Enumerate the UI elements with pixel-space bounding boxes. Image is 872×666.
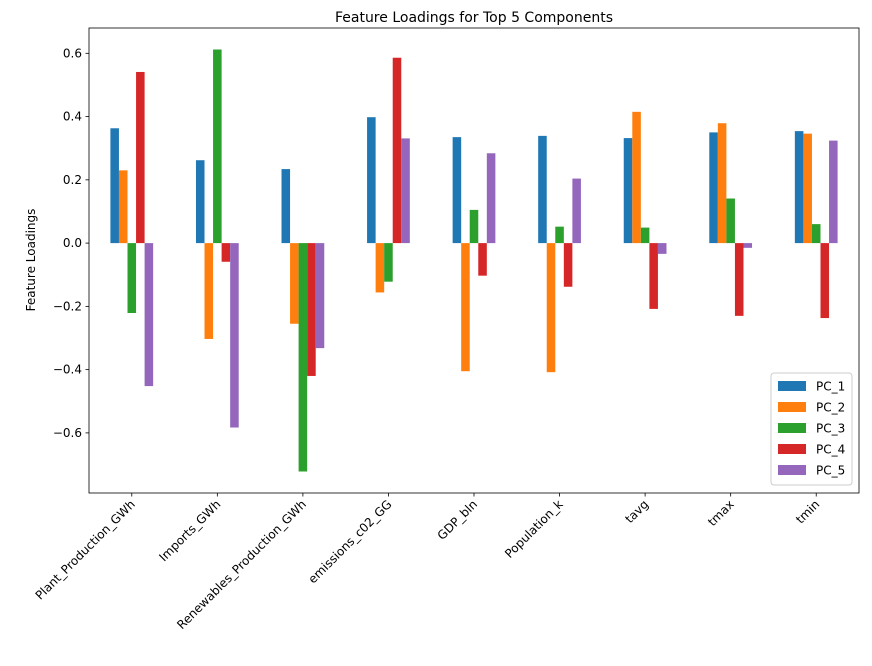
bar-pc2-7 (717, 123, 727, 244)
y-tick-label: 0.6 (63, 46, 82, 60)
y-axis: −0.6 −0.4 −0.2 0.0 0.2 0.4 0.6 (53, 46, 89, 440)
legend-box (770, 372, 853, 486)
y-tick-label: −0.2 (53, 299, 82, 313)
bar-pc1-8 (794, 131, 804, 244)
bar-pc3-2 (298, 243, 308, 472)
y-tick-label: 0.4 (63, 110, 82, 124)
y-tick-label: −0.6 (53, 426, 82, 440)
x-tick-label: emissions_c02_GG (306, 497, 395, 586)
legend-label: PC_3 (816, 422, 845, 436)
bar-pc2-3 (375, 243, 385, 293)
bar-pc1-5 (538, 135, 547, 244)
bar-pc3-1 (213, 49, 222, 244)
bar-pc1-7 (709, 132, 718, 244)
legend-swatch (778, 423, 806, 433)
bar-pc2-2 (290, 243, 299, 324)
y-tick-label: −0.4 (53, 363, 82, 377)
bar-pc3-6 (640, 227, 650, 244)
legend-label: PC_5 (816, 464, 845, 478)
bar-pc2-5 (546, 243, 556, 373)
legend-label: PC_4 (816, 443, 845, 457)
legend-swatch (778, 465, 806, 475)
bar-pc2-1 (204, 243, 214, 339)
bar-pc3-0 (127, 243, 137, 314)
bar-pc5-7 (743, 243, 753, 248)
legend-swatch (778, 402, 806, 412)
y-tick-label: 0.2 (63, 173, 82, 187)
x-tick-label: Population_k (502, 497, 566, 561)
bar-pc1-2 (281, 169, 291, 244)
y-tick-label: 0.0 (63, 236, 82, 250)
y-axis-label: Feature Loadings (24, 209, 38, 312)
bar-pc1-3 (367, 117, 376, 244)
bar-pc3-3 (384, 243, 393, 282)
x-tick-label: Plant_Production_GWh (33, 497, 138, 602)
bar-pc4-8 (820, 243, 830, 319)
bar-pc4-3 (392, 57, 402, 244)
bar-pc5-8 (829, 140, 838, 244)
bar-pc5-0 (144, 243, 154, 387)
bar-pc1-1 (195, 160, 205, 244)
bar-pc5-2 (315, 243, 325, 349)
x-tick-label: tmin (793, 497, 822, 526)
bar-pc4-2 (307, 243, 316, 376)
bar-pc4-4 (478, 243, 487, 276)
bar-pc2-6 (632, 111, 641, 244)
bar-pc3-7 (726, 198, 735, 244)
x-axis: Plant_Production_GWh Imports_GWhRenewable… (33, 493, 822, 632)
bar-pc2-8 (803, 133, 812, 244)
bar-pc3-4 (469, 209, 479, 244)
legend: PC_1 PC_2 PC_3 PC_4 PC_5 (770, 372, 853, 486)
bar-pc4-0 (136, 71, 145, 244)
bar-pc5-6 (657, 243, 667, 254)
bar-pc5-1 (230, 243, 239, 428)
bar-pc3-8 (811, 224, 821, 244)
legend-label: PC_2 (816, 401, 845, 415)
legend-swatch (778, 444, 806, 454)
x-tick-label: tmax (705, 497, 737, 529)
bar-pc3-5 (555, 226, 564, 244)
legend-label: PC_1 (816, 380, 845, 394)
x-tick-label: GDP_bln (435, 497, 480, 542)
bar-pc1-6 (623, 138, 633, 244)
bar-pc4-6 (649, 243, 658, 309)
bar-pc4-7 (734, 243, 744, 316)
legend-swatch (778, 381, 806, 391)
bar-pc4-5 (563, 243, 573, 287)
x-tick-label: Imports_GWh (156, 497, 223, 564)
bar-pc4-1 (221, 243, 231, 262)
x-tick-label: tavg (622, 497, 651, 526)
bar-pc1-0 (110, 128, 119, 244)
bar-pc5-3 (401, 138, 410, 244)
axes-frame (88, 27, 860, 494)
plot-area (110, 49, 838, 472)
bar-pc2-4 (461, 243, 470, 372)
bar-pc1-4 (452, 137, 462, 244)
bar-pc5-4 (486, 153, 496, 244)
chart-title: Feature Loadings for Top 5 Components (335, 10, 613, 26)
bar-pc2-0 (118, 170, 128, 244)
bar-pc5-5 (572, 178, 581, 244)
